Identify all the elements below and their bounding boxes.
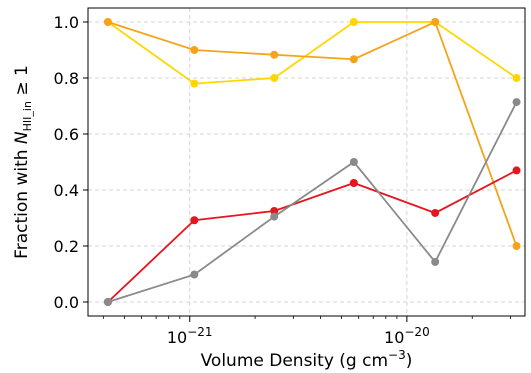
series-point-2 (512, 166, 521, 175)
series-point-1 (512, 242, 521, 250)
y-tick-label: 1.0 (54, 13, 79, 32)
series-line-3 (107, 101, 518, 303)
series-point-3 (349, 158, 358, 166)
series-point-1 (190, 46, 199, 54)
series-point-1 (103, 18, 112, 26)
series-point-0 (270, 74, 279, 82)
y-axis-title: Fraction with NHII_in ≥ 1 (12, 65, 34, 259)
x-axis-title: Volume Density (g cm−3) (201, 348, 413, 371)
x-tick-label: 10−20 (384, 325, 430, 347)
series-line-0 (107, 21, 518, 85)
series-point-0 (349, 18, 358, 26)
series-point-2 (349, 179, 358, 187)
series-point-3 (512, 98, 521, 107)
series-point-1 (431, 18, 440, 26)
series-point-3 (270, 212, 279, 221)
series-point-2 (431, 208, 440, 217)
y-tick-label: 0.4 (54, 181, 79, 200)
series-point-0 (512, 74, 521, 82)
y-tick-label: 0.0 (54, 293, 79, 312)
y-tick-label: 0.8 (54, 69, 79, 88)
series-line-1 (107, 20, 518, 247)
grid (88, 8, 525, 316)
plot-frame (87, 7, 526, 317)
series-point-1 (349, 55, 358, 64)
ticks (83, 21, 511, 322)
series-layer (103, 18, 521, 306)
y-tick-label: 0.2 (54, 237, 79, 256)
series-point-2 (190, 216, 199, 225)
series-point-3 (190, 270, 199, 279)
series-point-0 (190, 79, 199, 88)
series-line-2 (107, 169, 517, 303)
y-tick-label: 0.6 (54, 125, 79, 144)
x-tick-label: 10−21 (167, 325, 213, 347)
series-point-3 (431, 257, 440, 266)
series-point-3 (103, 298, 112, 306)
tick-labels: 0.0 0.2 0.4 0.6 0.8 1.0 10−21 10−20 (54, 13, 430, 347)
series-point-2 (270, 207, 279, 215)
series-point-1 (270, 50, 279, 59)
